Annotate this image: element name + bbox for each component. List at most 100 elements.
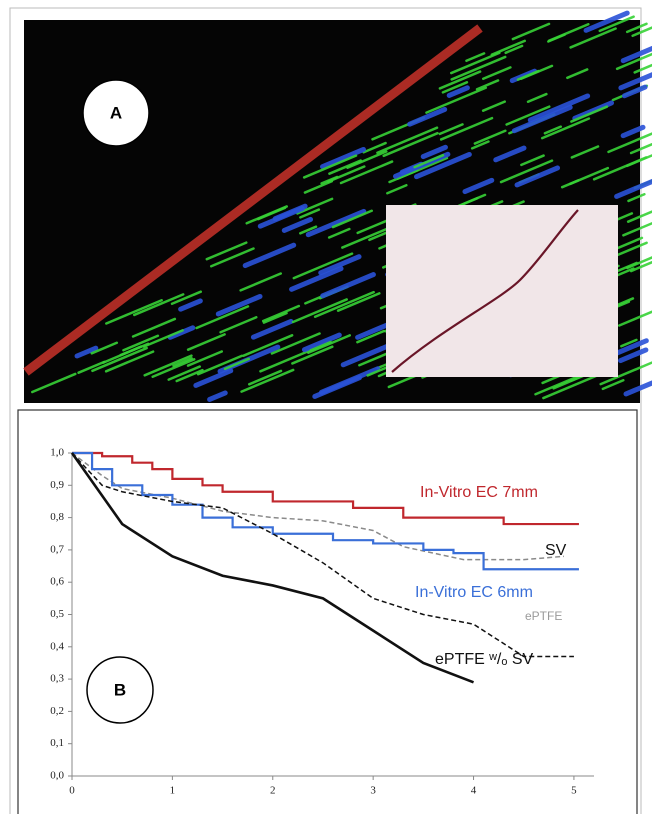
figure-border [9, 7, 642, 814]
fiber [622, 221, 652, 237]
fiber [382, 131, 439, 158]
panel-label-circle [82, 79, 150, 147]
nucleus [320, 146, 366, 170]
x-tick-label: 4 [471, 785, 477, 797]
series-label: SV [545, 542, 567, 559]
fiber [475, 79, 500, 91]
fiber [175, 368, 204, 383]
fiber [299, 208, 321, 219]
fiber [142, 329, 184, 348]
nucleus [572, 100, 615, 121]
fiber [307, 334, 352, 355]
fiber [133, 293, 185, 317]
fiber [105, 299, 163, 325]
fiber [631, 26, 652, 38]
nucleus [207, 390, 228, 402]
fiber [570, 105, 609, 123]
fiber [270, 332, 321, 355]
fiber [627, 193, 646, 203]
nucleus [509, 68, 538, 84]
fiber [615, 241, 648, 257]
nucleus [215, 293, 263, 317]
fiber [386, 183, 408, 195]
endothelium [23, 24, 483, 376]
x-tick-label: 1 [170, 785, 176, 797]
nucleus [193, 368, 234, 388]
fiber [313, 290, 375, 318]
nucleus [167, 325, 196, 340]
x-tick-label: 2 [270, 785, 276, 797]
fiber [505, 105, 551, 126]
series-label: In-Vitro EC 6mm [415, 584, 533, 601]
fiber [339, 160, 394, 185]
nucleus [618, 347, 649, 364]
fiber [376, 126, 439, 155]
fiber [629, 260, 652, 273]
fiber [291, 298, 348, 324]
fiber [439, 116, 494, 141]
fiber [327, 227, 351, 239]
fiber [601, 379, 625, 391]
nucleus [250, 318, 294, 340]
fiber [625, 256, 652, 270]
nucleus [614, 178, 652, 199]
fiber [547, 33, 566, 43]
fiber [186, 350, 224, 367]
fiber [598, 15, 635, 33]
fiber [413, 153, 445, 169]
y-tick-label: 0,0 [50, 770, 64, 782]
fiber [209, 247, 255, 268]
fiber [570, 145, 600, 159]
fiber [356, 329, 385, 344]
nucleus [420, 144, 448, 160]
series-line [72, 451, 579, 571]
nucleus [318, 254, 362, 276]
y-tick-label: 0,9 [50, 479, 64, 491]
fiber [566, 68, 589, 80]
fiber [167, 365, 201, 381]
fiber [470, 140, 490, 150]
x-tick-label: 0 [69, 785, 75, 797]
nucleus [462, 177, 495, 195]
fiber [341, 225, 394, 249]
fiber [473, 129, 507, 145]
fiber [119, 345, 143, 357]
nucleus [620, 45, 652, 64]
fiber [465, 52, 486, 63]
nucleus [305, 208, 367, 238]
fiber [292, 252, 354, 280]
nucleus [620, 124, 646, 139]
fiber [504, 44, 524, 55]
fiber [336, 292, 381, 312]
fiber [309, 340, 332, 352]
x-tick-label: 3 [370, 785, 376, 797]
fiber [449, 51, 501, 75]
fiber [219, 316, 258, 334]
nucleus [319, 366, 381, 395]
fiber [240, 368, 295, 393]
fiber [625, 22, 648, 34]
x-tick-label: 5 [571, 785, 577, 797]
fiber [481, 100, 506, 112]
y-tick-label: 0,6 [50, 576, 64, 588]
fiber [31, 372, 77, 394]
series-label: In-Vitro EC 7mm [420, 484, 538, 501]
fiber [481, 66, 512, 81]
panel-label-circle [86, 656, 154, 724]
fiber [626, 210, 652, 223]
nucleus [178, 298, 203, 312]
fiber [291, 345, 334, 365]
fiber [247, 369, 283, 386]
y-tick-label: 1,0 [50, 447, 64, 459]
fiber [242, 334, 294, 357]
fiber [328, 159, 362, 175]
fiber [520, 154, 545, 167]
nucleus [623, 380, 652, 397]
y-tick-label: 0,3 [50, 673, 64, 685]
inset-image [386, 205, 618, 377]
y-tick-label: 0,2 [50, 705, 64, 717]
nucleus [622, 84, 648, 99]
fiber [629, 142, 652, 155]
fiber [172, 357, 193, 368]
